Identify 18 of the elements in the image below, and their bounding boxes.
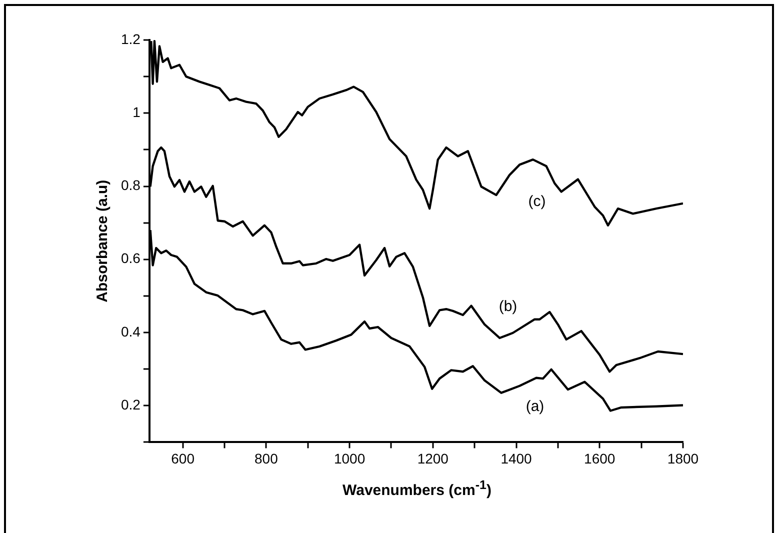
x-tick-label: 1400 xyxy=(500,450,532,466)
annotation: (c) xyxy=(528,193,546,210)
x-tick-label: 600 xyxy=(171,450,195,466)
x-axis-title: Wavenumbers (cm$^{-1}$) xyxy=(342,478,492,499)
y-tick-label: 0.8 xyxy=(120,177,141,194)
y-tick-label: 0.2 xyxy=(120,396,141,412)
y-tick-label: 0.6 xyxy=(120,250,141,266)
y-tick-label: 1 xyxy=(132,104,141,120)
x-tick-label: 1000 xyxy=(334,450,366,466)
x-tick-label: 800 xyxy=(254,450,278,466)
y-tick-label: 0.4 xyxy=(120,323,141,340)
x-tick-label: 1200 xyxy=(417,450,449,466)
annotation: (b) xyxy=(498,298,518,316)
x-tick-label: 1800 xyxy=(667,450,699,466)
annotation: (a) xyxy=(526,398,544,416)
y-axis-title: Absorbance (a.u) xyxy=(94,180,112,302)
y-tick-label: 1.2 xyxy=(120,30,141,47)
x-tick-label: 1600 xyxy=(584,450,616,466)
